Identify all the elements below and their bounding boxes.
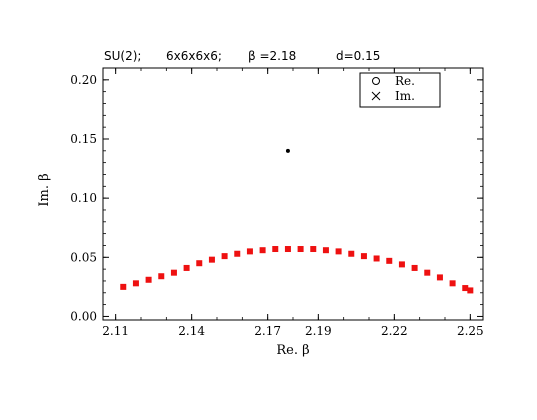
data-point xyxy=(335,248,342,255)
data-point xyxy=(436,274,443,281)
data-point xyxy=(398,261,405,268)
legend-label-re: Re. xyxy=(395,74,415,88)
data-point xyxy=(373,255,380,262)
data-point xyxy=(467,287,474,294)
data-point xyxy=(411,264,418,271)
data-point xyxy=(272,246,279,253)
data-point xyxy=(246,248,253,255)
data-point xyxy=(120,283,127,290)
data-point xyxy=(208,256,215,263)
data-point xyxy=(297,246,304,253)
legend-label-im: Im. xyxy=(395,89,415,103)
y-tick-label: 0.10 xyxy=(70,191,97,205)
data-point xyxy=(259,247,266,254)
x-tick-label: 2.11 xyxy=(102,324,129,338)
data-point xyxy=(462,285,469,292)
title-lattice-size: 6x6x6x6; xyxy=(166,49,222,63)
data-marks xyxy=(120,148,474,294)
data-point xyxy=(145,276,152,283)
x-tick-label: 2.25 xyxy=(457,324,484,338)
legend-circle-icon xyxy=(372,77,380,85)
x-tick-label: 2.14 xyxy=(178,324,205,338)
legend: Re. Im. xyxy=(359,72,441,108)
data-point xyxy=(196,260,203,267)
y-tick-label: 0.20 xyxy=(70,73,97,87)
data-point xyxy=(183,264,190,271)
data-point xyxy=(348,250,355,257)
data-point xyxy=(449,280,456,287)
data-point xyxy=(234,250,241,257)
data-point xyxy=(360,253,367,260)
data-point xyxy=(132,280,139,287)
y-tick-label: 0.05 xyxy=(70,250,97,264)
chart-title: SU(2); 6x6x6x6; β =2.18 d=0.15 xyxy=(104,49,380,63)
data-point xyxy=(386,257,393,264)
data-point xyxy=(170,269,177,276)
data-point xyxy=(285,148,290,153)
title-d: d=0.15 xyxy=(336,49,380,63)
x-tick-label: 2.19 xyxy=(305,324,332,338)
data-point xyxy=(322,247,329,254)
data-point xyxy=(310,246,317,253)
y-tick-label: 0.15 xyxy=(70,132,97,146)
y-tick-label: 0.00 xyxy=(70,309,97,323)
title-beta: β =2.18 xyxy=(248,49,296,63)
data-point xyxy=(424,269,431,276)
title-group-name: SU(2); xyxy=(104,49,141,63)
legend-cross-icon xyxy=(371,91,381,101)
axis-ticks: 2.11 2.14 2.17 2.19 2.22 2.25 0.00 0.05 0.10 0.15… xyxy=(70,68,484,338)
data-point xyxy=(158,273,165,280)
x-tick-label: 2.22 xyxy=(381,324,408,338)
data-point xyxy=(284,246,291,253)
x-tick-label: 2.17 xyxy=(254,324,281,338)
x-axis-label: Re. β xyxy=(276,343,309,358)
y-axis-label: Im. β xyxy=(37,173,52,206)
data-point xyxy=(221,253,228,260)
